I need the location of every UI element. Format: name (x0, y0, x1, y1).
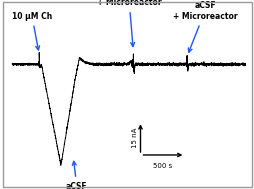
Text: 500 s: 500 s (153, 163, 172, 169)
Text: 15 nA: 15 nA (131, 128, 137, 148)
Text: 10 μM Ch
+ Microreactor: 10 μM Ch + Microreactor (96, 0, 161, 46)
Text: 10 μM Ch: 10 μM Ch (12, 12, 52, 50)
Text: aCSF
+ Microreactor: aCSF + Microreactor (172, 1, 236, 52)
Text: aCSF: aCSF (66, 161, 87, 189)
